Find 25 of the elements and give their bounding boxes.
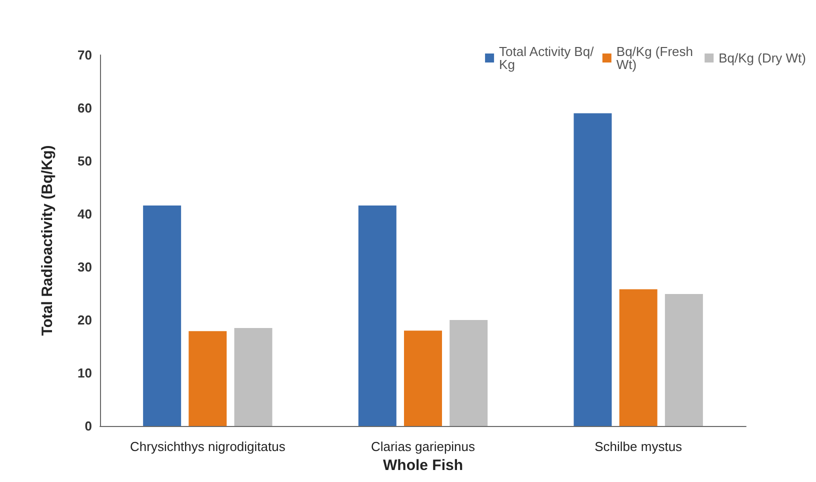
bar <box>188 331 227 426</box>
bar <box>358 206 396 426</box>
x-tick-label: Chrysichthys nigrodigitatus <box>130 439 286 454</box>
legend-label: Total Activity Bq/Kg <box>499 44 594 72</box>
y-tick-label: 0 <box>84 418 92 434</box>
legend-label: Bq/Kg (Dry Wt) <box>718 50 806 66</box>
bar <box>619 289 658 426</box>
bar <box>143 206 182 426</box>
bar <box>664 294 703 426</box>
y-tick-label: 50 <box>78 154 92 168</box>
x-tick-label: Schilbe mystus <box>594 439 683 454</box>
y-tick-label: 70 <box>78 48 92 62</box>
y-tick-label: 30 <box>78 260 92 274</box>
x-axis-title: Whole Fish <box>383 457 463 474</box>
legend-label: Bq/Kg (Fresh Wt) <box>616 44 697 72</box>
y-tick-label: 40 <box>78 206 92 222</box>
y-axis-title: Total Radioactivity (Bq/Kg) <box>39 145 56 336</box>
bar <box>404 330 442 426</box>
y-tick-label: 10 <box>78 366 92 380</box>
bar <box>574 113 612 426</box>
bar <box>234 328 272 426</box>
y-tick-label: 60 <box>78 100 92 116</box>
x-tick-label: Clarias gariepinus <box>370 439 476 454</box>
y-tick-label: 20 <box>78 312 92 328</box>
bar <box>450 320 488 426</box>
